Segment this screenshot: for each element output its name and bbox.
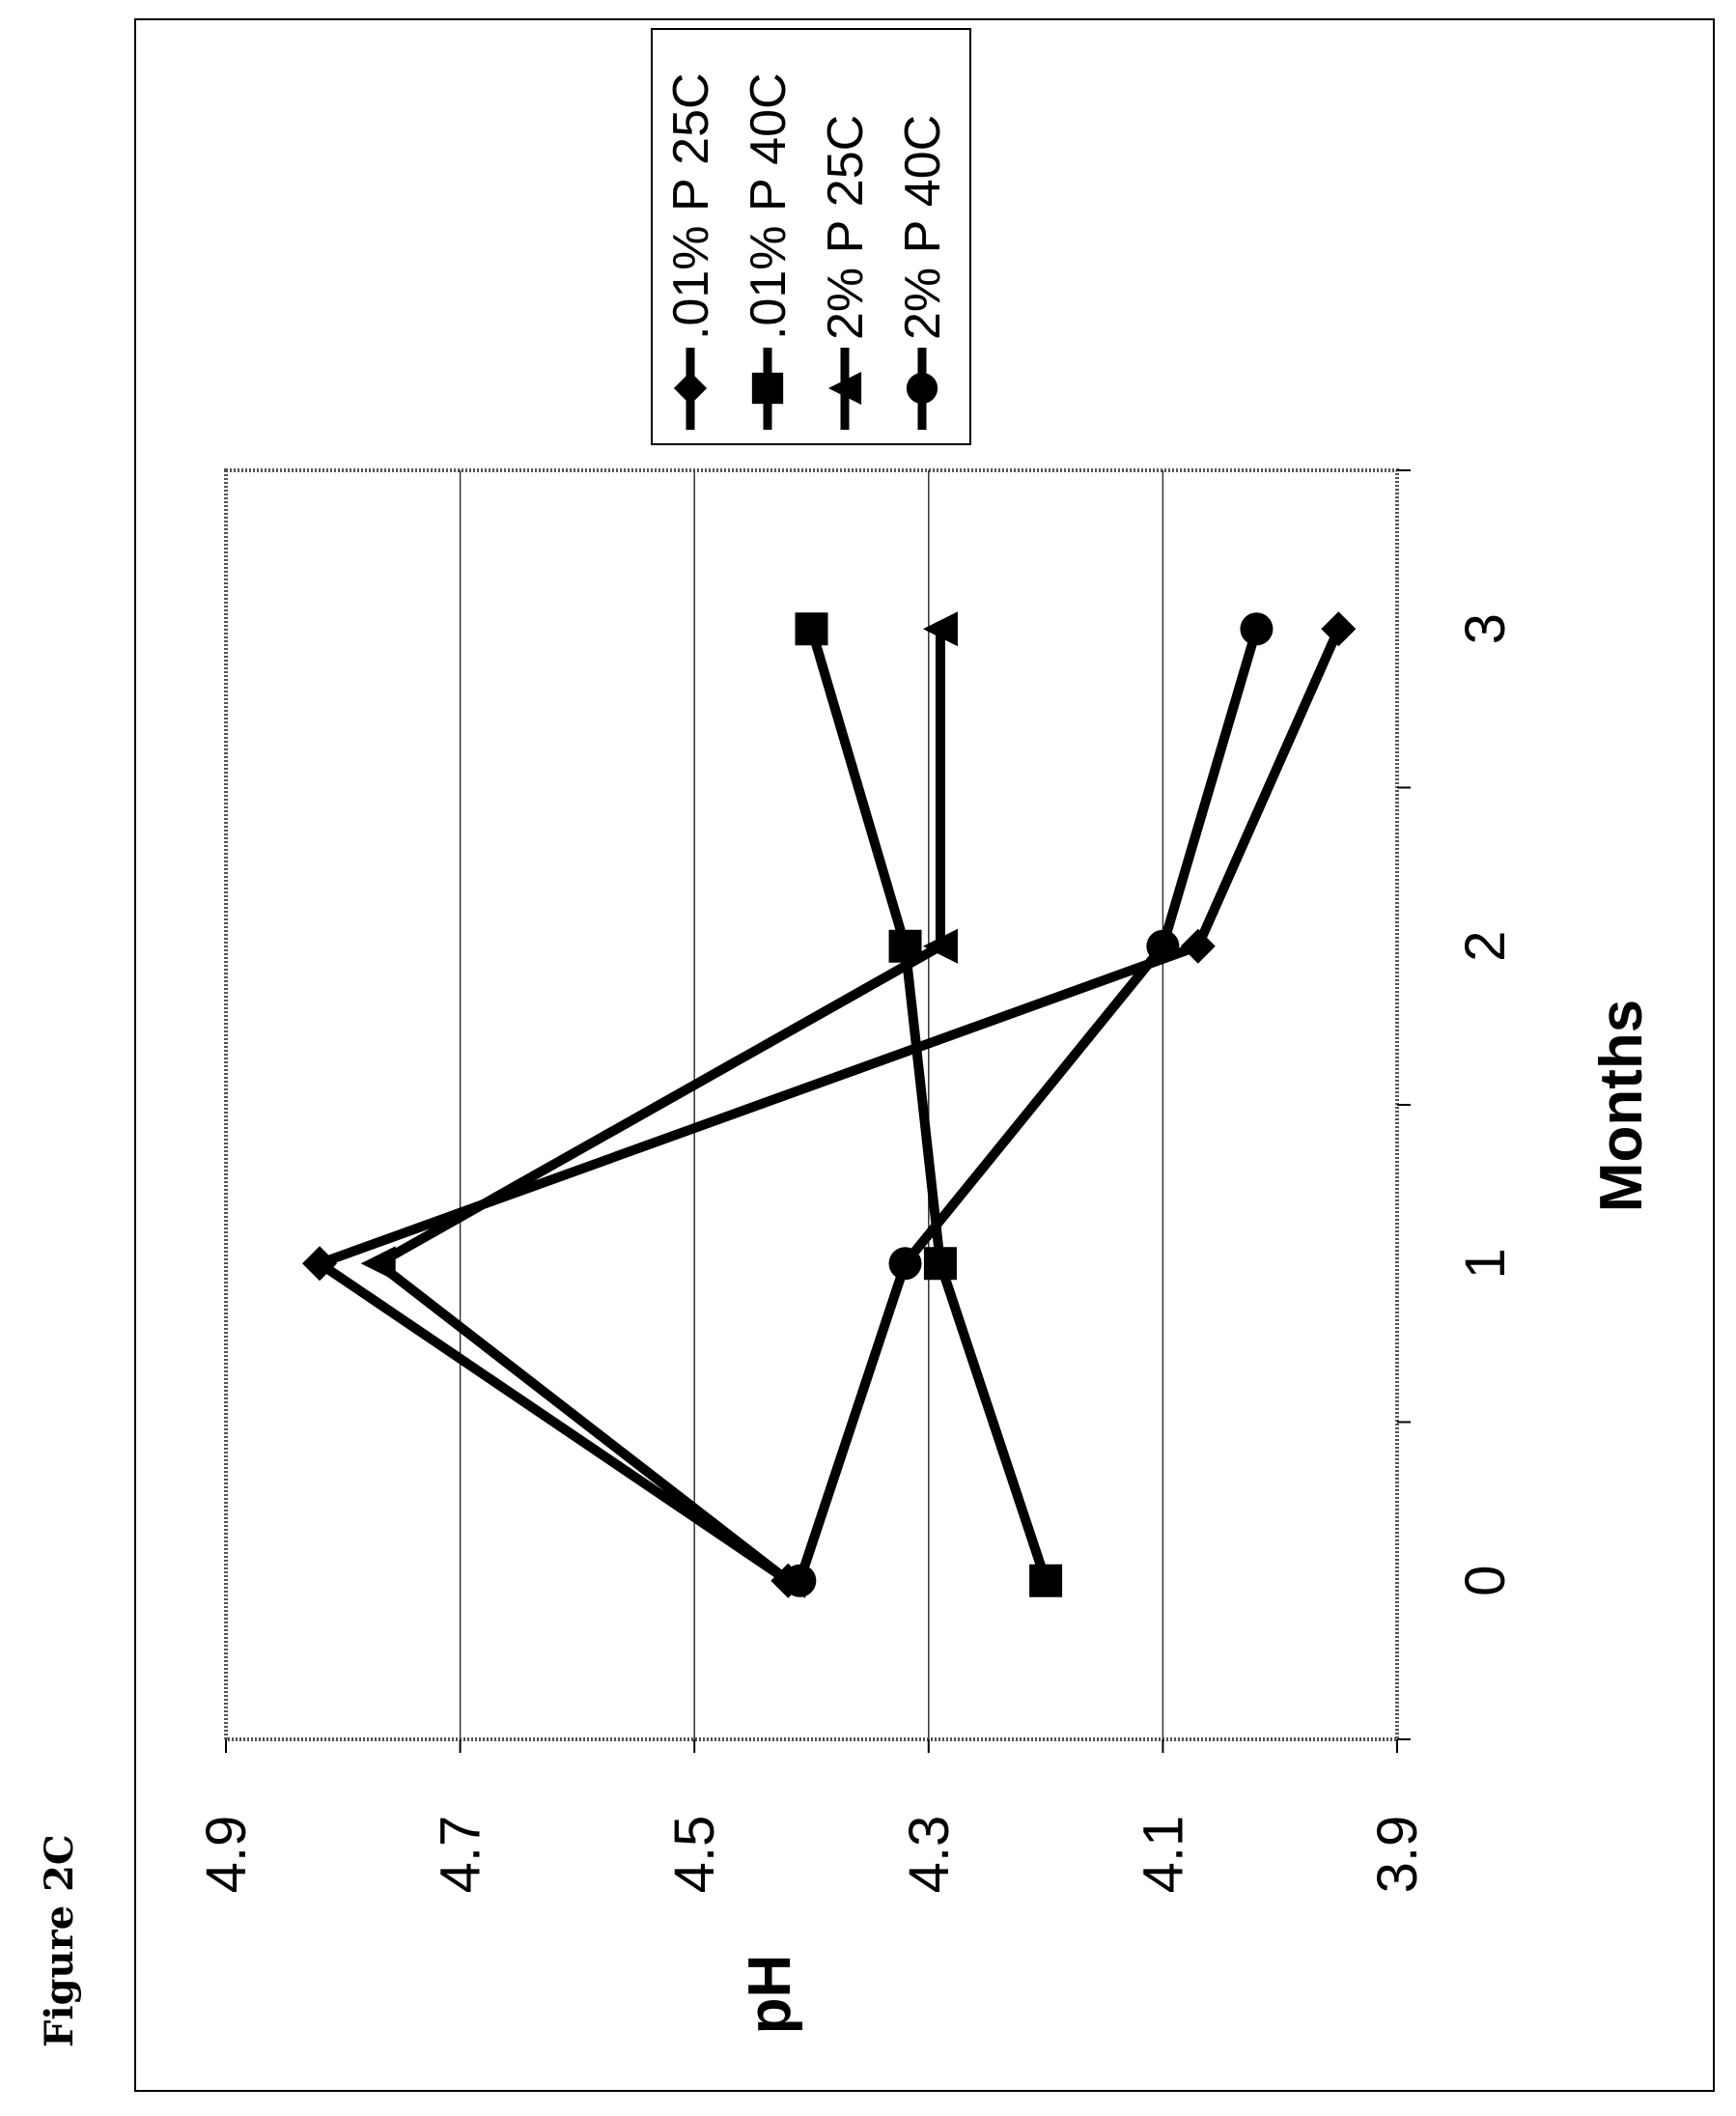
y-tick-label: 4.7 bbox=[430, 1816, 492, 1894]
marker-triangle bbox=[360, 1246, 396, 1282]
series-line bbox=[795, 627, 1262, 1583]
chart-frame bbox=[134, 18, 1715, 2092]
x-tick-label: 3 bbox=[1454, 613, 1517, 644]
marker-circle bbox=[1240, 612, 1274, 646]
legend-label: .01% P 25C bbox=[663, 72, 719, 340]
x-axis-title: Months bbox=[1588, 1000, 1655, 1212]
marker-circle bbox=[888, 1247, 922, 1281]
marker-square bbox=[751, 372, 784, 405]
series-line bbox=[369, 629, 945, 1585]
x-tick-label: 2 bbox=[1454, 931, 1517, 962]
y-axis-title: pH bbox=[737, 1955, 803, 2035]
legend: .01% P 25C .01% P 40C 2% P 25C 2% P 40C bbox=[651, 28, 971, 445]
gridlines bbox=[459, 470, 1164, 1739]
series-line bbox=[309, 627, 1343, 1585]
legend-label: 2% P 25C bbox=[818, 115, 874, 340]
y-tick-label: 4.1 bbox=[1132, 1816, 1194, 1894]
marker-triangle bbox=[922, 928, 958, 964]
legend-label: 2% P 40C bbox=[895, 115, 951, 340]
marker-diamond bbox=[673, 371, 708, 406]
series-diamond bbox=[302, 611, 1357, 1598]
marker-diamond bbox=[1180, 928, 1216, 964]
marker-circle bbox=[906, 372, 938, 405]
marker-diamond bbox=[302, 1246, 338, 1282]
figure-caption: Figure 2C bbox=[37, 1834, 82, 2047]
marker-square bbox=[923, 1247, 957, 1281]
y-tick-label: 4.9 bbox=[195, 1816, 258, 1894]
marker-square bbox=[1029, 1564, 1063, 1597]
marker-circle bbox=[783, 1564, 817, 1597]
series-line bbox=[806, 627, 1050, 1583]
legend-entry: 2% P 25C bbox=[818, 115, 874, 430]
y-tick-label: 3.9 bbox=[1366, 1816, 1429, 1894]
series-lines bbox=[302, 611, 1357, 1598]
marker-diamond bbox=[1321, 611, 1357, 647]
legend-label: .01% P 40C bbox=[741, 72, 797, 340]
marker-triangle bbox=[922, 611, 958, 647]
y-tick-label: 4.5 bbox=[663, 1816, 726, 1894]
y-tick-label: 4.3 bbox=[898, 1816, 961, 1894]
series-triangle bbox=[360, 611, 958, 1598]
axes bbox=[225, 469, 1411, 1753]
marker-triangle bbox=[827, 371, 862, 406]
legend-entry: 2% P 40C bbox=[895, 115, 951, 430]
x-tick-label: 0 bbox=[1454, 1566, 1517, 1596]
marker-square bbox=[795, 612, 828, 646]
tick-labels: 3.9 4.1 4.3 4.5 4.7 4.9 0 1 2 3 bbox=[195, 613, 1517, 1893]
marker-circle bbox=[1146, 929, 1180, 963]
series-square bbox=[795, 612, 1063, 1597]
x-tick-label: 1 bbox=[1454, 1248, 1517, 1279]
legend-entry: .01% P 40C bbox=[741, 72, 797, 430]
series-circle bbox=[783, 612, 1274, 1597]
legend-entry: .01% P 25C bbox=[663, 72, 719, 430]
